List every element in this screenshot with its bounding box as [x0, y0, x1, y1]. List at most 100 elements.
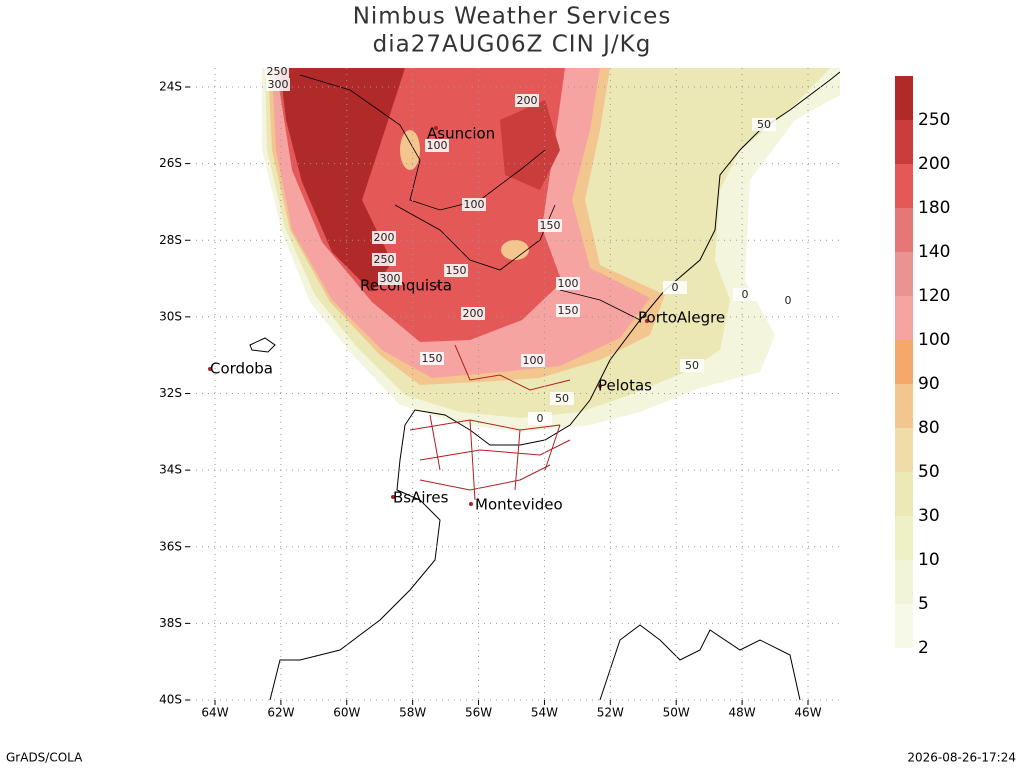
colorbar-swatch — [895, 516, 913, 560]
colorbar-swatch — [895, 472, 913, 516]
city-label: BsAires — [393, 489, 449, 507]
contour-label-bg — [420, 352, 444, 365]
colorbar-swatch — [895, 604, 913, 648]
lat-label: 30S — [159, 309, 182, 323]
contour-label: 100 — [523, 354, 544, 367]
contour-label-bg — [378, 272, 402, 285]
contour-label-bg — [550, 392, 574, 405]
contour-label: 50 — [685, 359, 699, 372]
contour-label: 0 — [742, 288, 749, 301]
city-dot — [436, 284, 440, 288]
lon-label: 54W — [531, 706, 558, 720]
contour-label: 0 — [785, 294, 792, 307]
colorbar-label: 5 — [918, 594, 929, 614]
contour-label-bg — [265, 65, 289, 78]
contour-label-bg — [372, 231, 396, 244]
colorbar-label: 30 — [918, 506, 940, 526]
lon-label: 52W — [597, 706, 624, 720]
city-label: PortoAlegre — [638, 309, 725, 327]
roads — [409, 344, 571, 501]
shade-blob — [400, 130, 420, 170]
city-label: Asuncion — [427, 125, 495, 143]
contour-label: 50 — [555, 392, 569, 405]
contour-label: 0 — [672, 281, 679, 294]
coastline — [269, 71, 840, 700]
colorbar-swatch — [895, 76, 913, 120]
colorbar-label: 250 — [918, 110, 950, 130]
colorbar-label: 2 — [918, 638, 929, 658]
contour-label: 200 — [517, 94, 538, 107]
contour-label-bg — [461, 307, 485, 320]
contour-label: 0 — [537, 412, 544, 425]
lon-label: 56W — [465, 706, 492, 720]
city-dot — [645, 319, 649, 323]
contour-label: 300 — [268, 78, 289, 91]
coastline — [249, 337, 276, 353]
title: Nimbus Weather Services — [353, 4, 672, 30]
contour-label-bg — [515, 94, 539, 107]
contour-label: 300 — [380, 272, 401, 285]
contour-label: 100 — [464, 198, 485, 211]
colorbar-swatch — [895, 384, 913, 428]
map-fill — [249, 68, 840, 700]
colorbar-swatch — [895, 296, 913, 340]
city-dot — [208, 367, 212, 371]
colorbar-swatch — [895, 208, 913, 252]
colorbar-swatch — [895, 120, 913, 164]
contour-label: 150 — [422, 352, 443, 365]
contour-label: 200 — [463, 307, 484, 320]
contour-label-bg — [266, 78, 290, 91]
contour-label-bg — [462, 198, 486, 211]
lat-label: 38S — [159, 616, 182, 630]
city-dot — [434, 126, 438, 130]
colorbar-label: 10 — [918, 550, 940, 570]
city-label: Reconquista — [360, 277, 452, 295]
contour-label: 200 — [374, 231, 395, 244]
footer-left: GrADS/COLA — [6, 751, 83, 765]
contour-label-bg — [538, 219, 562, 232]
contour-label: 150 — [558, 304, 579, 317]
lon-label: 60W — [333, 706, 360, 720]
city-dot — [598, 384, 602, 388]
lon-label: 64W — [201, 706, 228, 720]
contour-label-bg — [521, 354, 545, 367]
lon-label: 46W — [794, 706, 821, 720]
colorbar-label: 90 — [918, 374, 940, 394]
lat-label: 26S — [159, 156, 182, 170]
contour-label: 100 — [558, 277, 579, 290]
contour-label-bg — [444, 264, 468, 277]
colorbar-label: 200 — [918, 154, 950, 174]
contour-label-bg — [528, 412, 552, 425]
contour-label-bg — [663, 281, 687, 294]
lat-label: 40S — [159, 693, 182, 707]
lat-label: 32S — [159, 386, 182, 400]
lat-label: 24S — [159, 80, 182, 94]
city-label: Pelotas — [598, 377, 652, 395]
lat-label: 34S — [159, 463, 182, 477]
lat-label: 36S — [159, 539, 182, 553]
subtitle: dia27AUG06Z CIN J/Kg — [373, 32, 652, 58]
city-dot — [469, 502, 473, 506]
contour-label-bg — [556, 304, 580, 317]
colorbar-swatch — [895, 164, 913, 208]
city-label: Cordoba — [210, 360, 273, 378]
colorbar-swatch — [895, 428, 913, 472]
colorbar-label: 120 — [918, 286, 950, 306]
lon-label: 50W — [663, 706, 690, 720]
contour-label-bg — [733, 288, 757, 301]
contour-label: 150 — [446, 264, 467, 277]
contour-label-bg — [425, 139, 449, 152]
colorbar-label: 50 — [918, 462, 940, 482]
colorbar-swatch — [895, 340, 913, 384]
colorbar — [895, 76, 913, 648]
lat-label: 28S — [159, 233, 182, 247]
shade-blob — [501, 240, 529, 260]
contour-label: 100 — [427, 139, 448, 152]
contour-label-bg — [776, 294, 800, 307]
contour-label: 250 — [374, 253, 395, 266]
city-label: Montevideo — [475, 496, 563, 514]
colorbar-label: 100 — [918, 330, 950, 350]
lon-label: 62W — [267, 706, 294, 720]
contour-label: 50 — [757, 118, 771, 131]
